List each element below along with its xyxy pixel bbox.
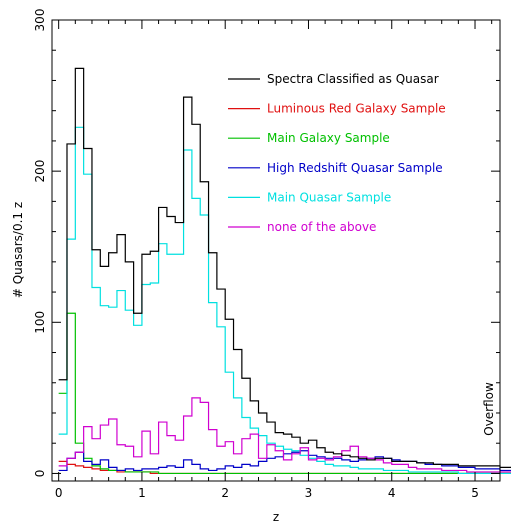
plot-frame: [51, 19, 501, 482]
legend-label: Main Quasar Sample: [267, 190, 391, 204]
legend-label: none of the above: [267, 220, 376, 234]
y-tick-label: 0: [33, 470, 47, 478]
x-tick-label: 2: [221, 486, 229, 500]
series-line-main-quasar-sample: [58, 126, 511, 475]
legend-label: High Redshift Quasar Sample: [267, 161, 443, 175]
axis-ticks: [52, 19, 500, 481]
y-tick-label: 200: [33, 160, 47, 183]
x-axis-label: z: [273, 510, 279, 524]
series-line-high-redshift-quasar-sample: [58, 450, 511, 472]
legend-label: Spectra Classified as Quasar: [267, 72, 439, 86]
series-line-spectra-classified-as-quasar: [58, 67, 511, 468]
histogram-lines: [58, 67, 511, 475]
legend-label: Luminous Red Galaxy Sample: [267, 102, 446, 116]
x-tick-label: 4: [388, 486, 396, 500]
x-tick-label: 5: [471, 486, 479, 500]
x-tick-label: 1: [138, 486, 146, 500]
series-line-main-galaxy-sample: [58, 312, 511, 475]
x-tick-label: 0: [55, 486, 63, 500]
y-axis-label: # Quasars/0.1 z: [11, 202, 25, 298]
y-tick-label: 300: [33, 9, 47, 32]
overflow-annotation: Overflow: [482, 382, 496, 436]
y-tick-label: 100: [33, 311, 47, 334]
legend: Spectra Classified as Quasar Luminous Red…: [228, 72, 446, 234]
series-line-none-of-the-above: [58, 397, 511, 473]
tick-labels: 0 1 2 3 4 5 0 100 200 300: [33, 9, 479, 500]
legend-label: Main Galaxy Sample: [267, 131, 390, 145]
x-tick-label: 3: [305, 486, 313, 500]
